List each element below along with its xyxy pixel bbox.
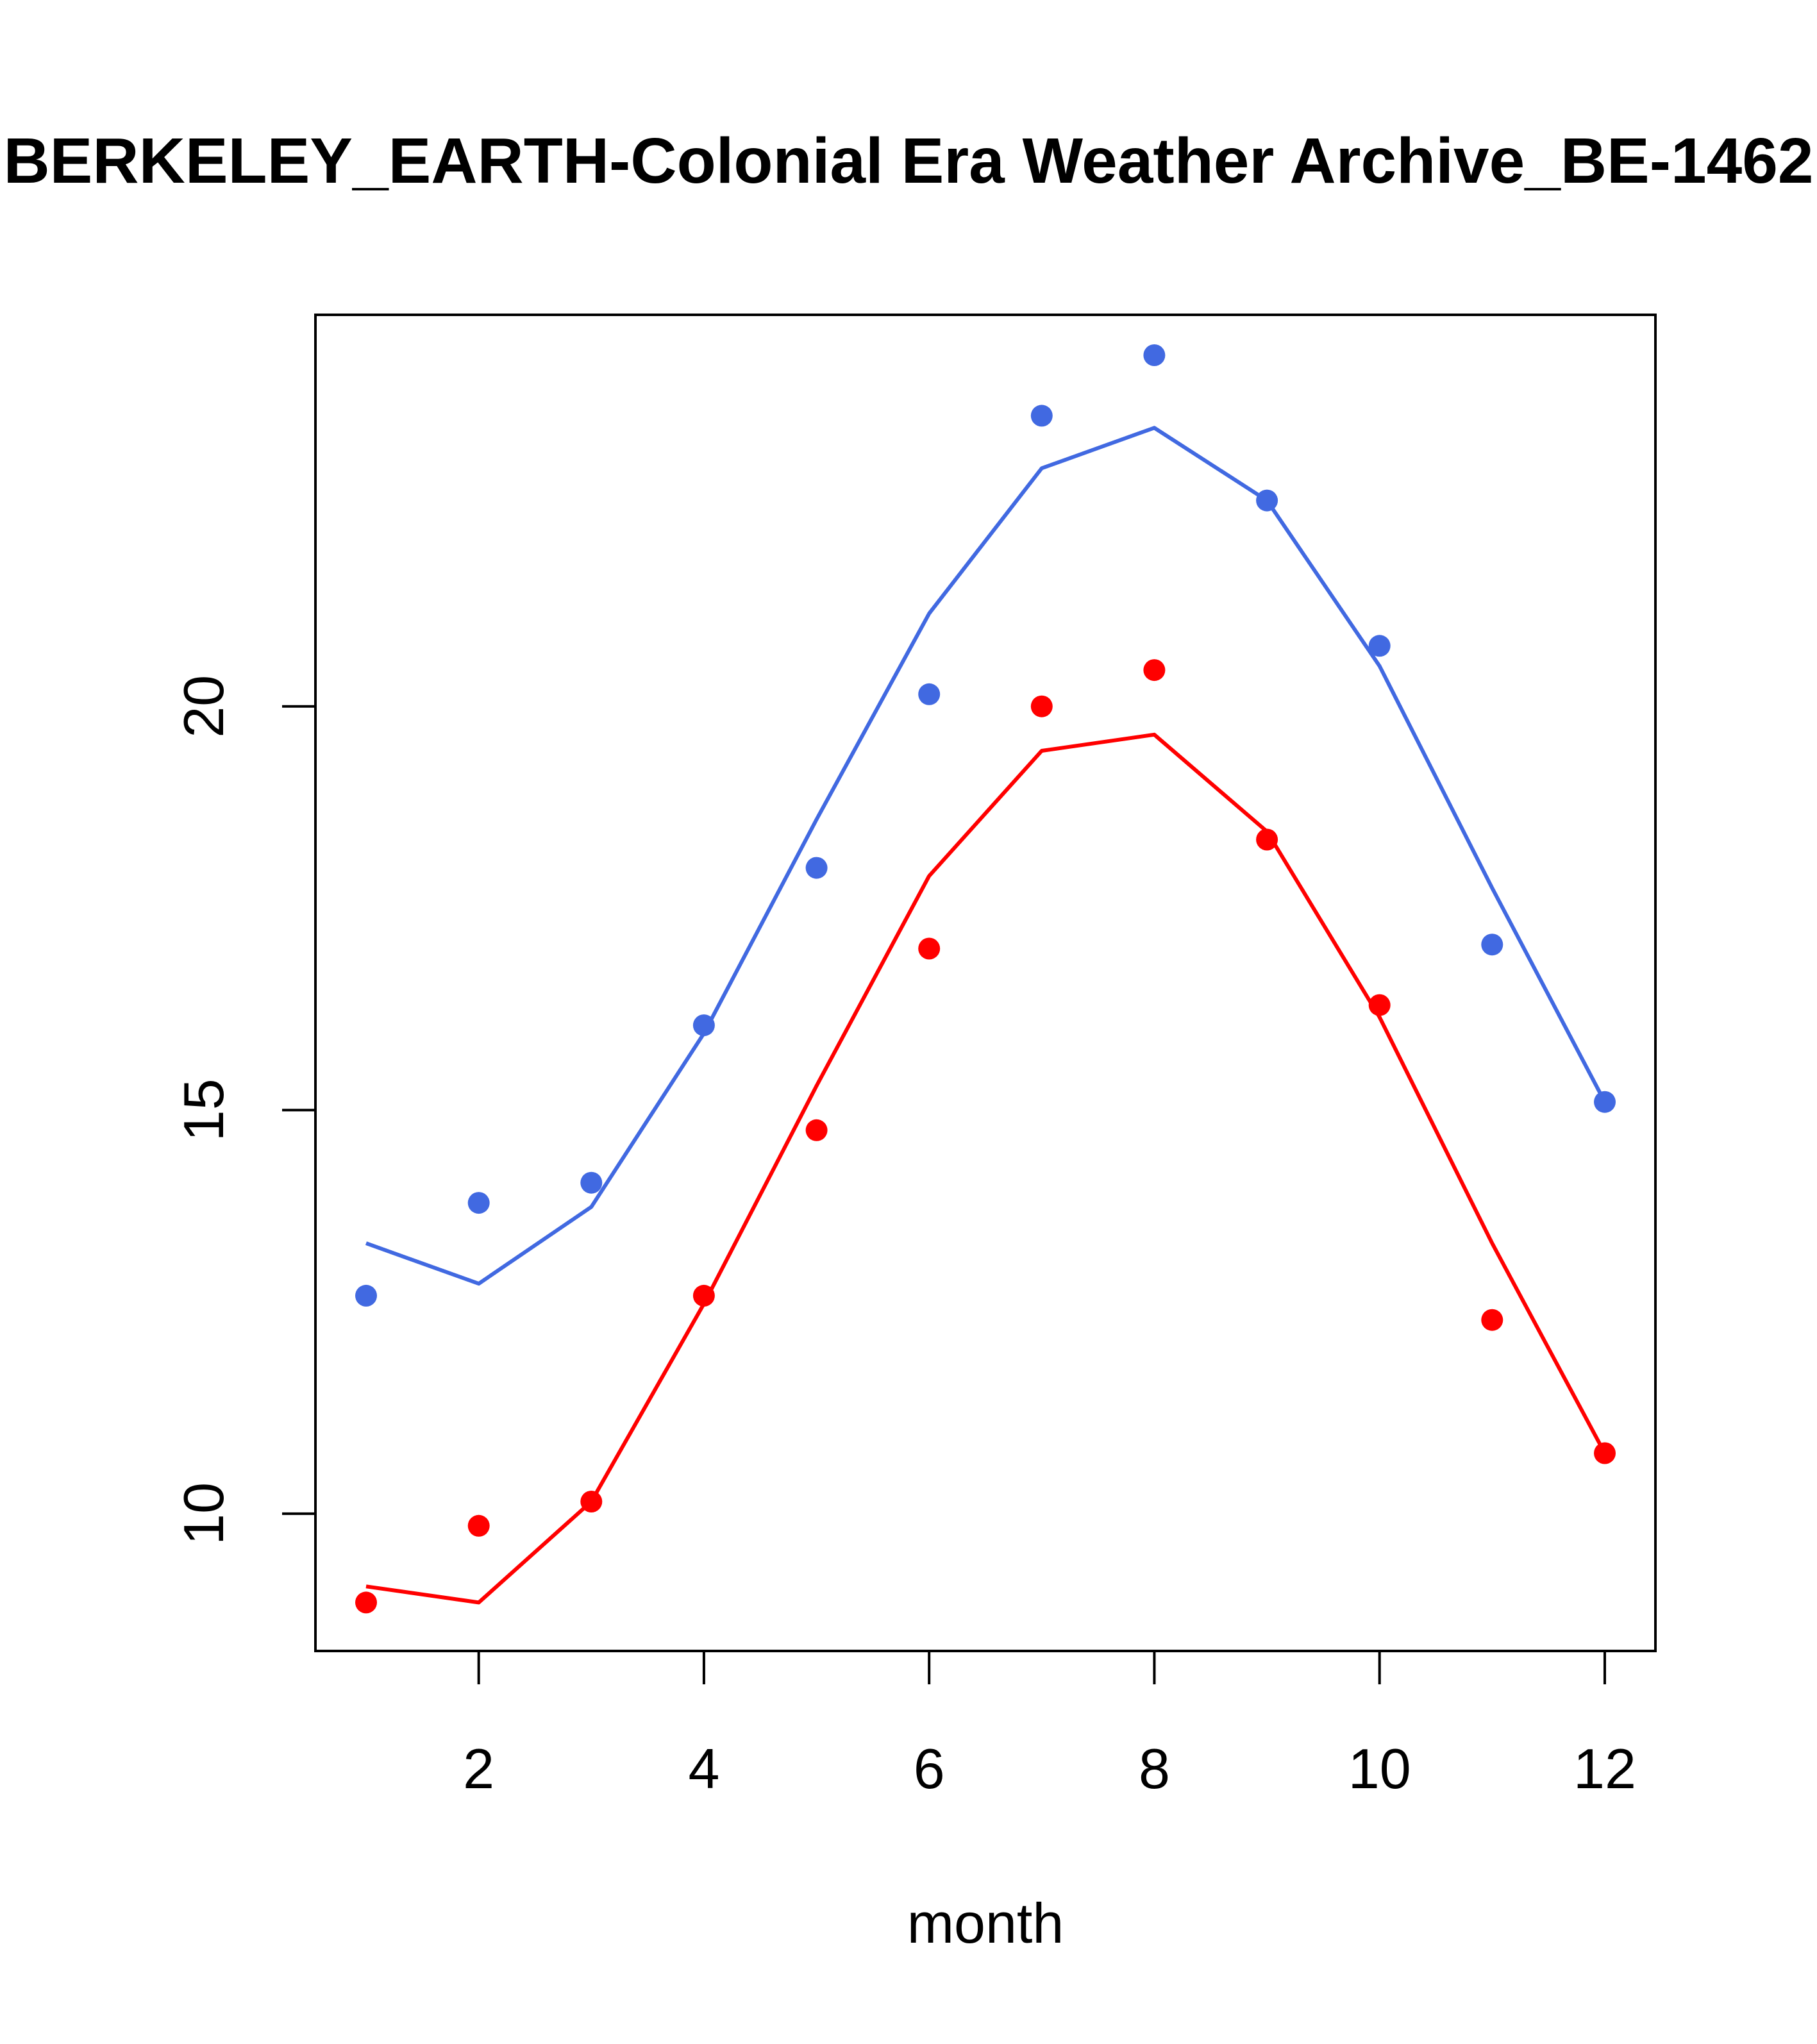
series-2-line	[365, 732, 1607, 1605]
x-tick-label: 10	[1348, 1737, 1411, 1800]
plot-frame	[314, 314, 1657, 1652]
chart-title: BERKELEY_EARTH-Colonial Era Weather Arch…	[3, 125, 1813, 197]
series-1-point	[805, 857, 828, 879]
x-axis: 2 4 6 8 10 12	[463, 1650, 1636, 1800]
plot-area	[355, 344, 1616, 1614]
series-2-point	[1481, 1309, 1503, 1331]
y-tick-label: 15	[172, 1078, 235, 1141]
series-2-point	[580, 1491, 603, 1512]
series-2-point	[355, 1591, 377, 1614]
series-1-line	[365, 426, 1607, 1286]
series-2-point	[1143, 659, 1166, 682]
x-tick-label: 4	[688, 1737, 719, 1800]
series-1-point	[1030, 405, 1053, 427]
series-2-point	[1594, 1442, 1616, 1464]
series-1-point	[1368, 635, 1391, 657]
y-tick-label: 20	[172, 675, 235, 738]
y-axis: 10 15 20	[172, 675, 317, 1545]
series-1-point	[1481, 934, 1503, 956]
series-2-point	[805, 1119, 828, 1141]
y-tick-label: 10	[172, 1482, 235, 1545]
series-1-point	[918, 683, 941, 705]
series-2-point	[918, 937, 941, 960]
series-1-point	[692, 1014, 715, 1037]
x-tick-label: 6	[914, 1737, 945, 1800]
x-axis-label: month	[907, 1891, 1064, 1955]
series-2-point	[692, 1284, 715, 1307]
series-2-point	[1030, 695, 1053, 717]
x-tick-label: 8	[1139, 1737, 1170, 1800]
x-tick-label: 2	[463, 1737, 494, 1800]
series-1-point	[467, 1192, 490, 1214]
series-2-point	[1368, 994, 1391, 1016]
series-1-point	[580, 1171, 603, 1194]
series-1-point	[1143, 344, 1166, 366]
series-1-point	[355, 1284, 377, 1307]
series-2-point	[1256, 828, 1278, 851]
series-1-point	[1256, 489, 1278, 512]
x-tick-label: 12	[1573, 1737, 1636, 1800]
series-1-point	[1594, 1091, 1616, 1113]
series-2-point	[467, 1514, 490, 1537]
